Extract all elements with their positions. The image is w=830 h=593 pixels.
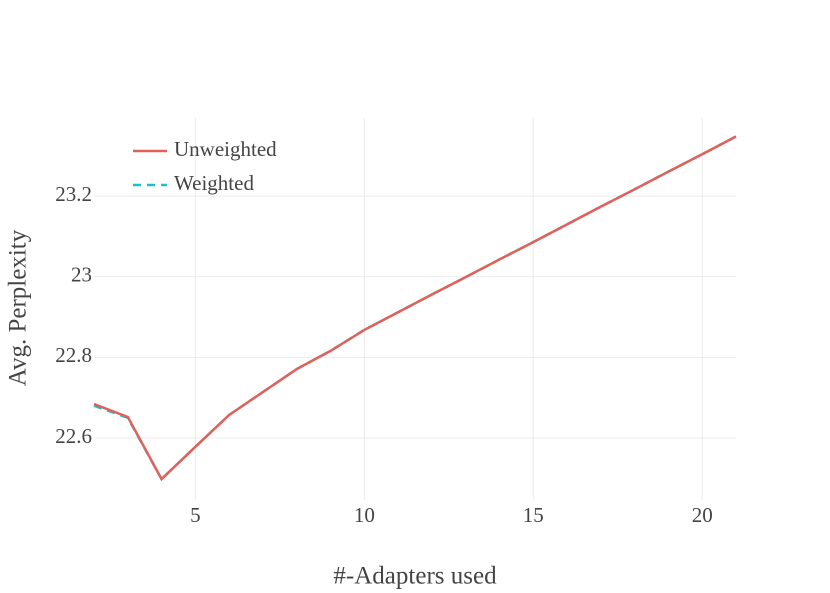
- y-tick-label: 22.8: [55, 343, 92, 367]
- x-axis-title: #-Adapters used: [333, 563, 497, 590]
- x-tick-label: 10: [354, 503, 375, 527]
- x-tick-label: 15: [523, 503, 544, 527]
- legend-label: Unweighted: [174, 137, 277, 161]
- y-tick-label: 23: [71, 263, 92, 287]
- y-axis-title: Avg. Perplexity: [5, 229, 32, 386]
- y-tick-label: 23.2: [55, 182, 92, 206]
- x-tick-label: 20: [692, 503, 713, 527]
- series-line: [93, 135, 737, 482]
- x-tick-label: 5: [190, 503, 201, 527]
- y-tick-label: 22.6: [55, 424, 92, 448]
- legend-label: Weighted: [174, 171, 254, 195]
